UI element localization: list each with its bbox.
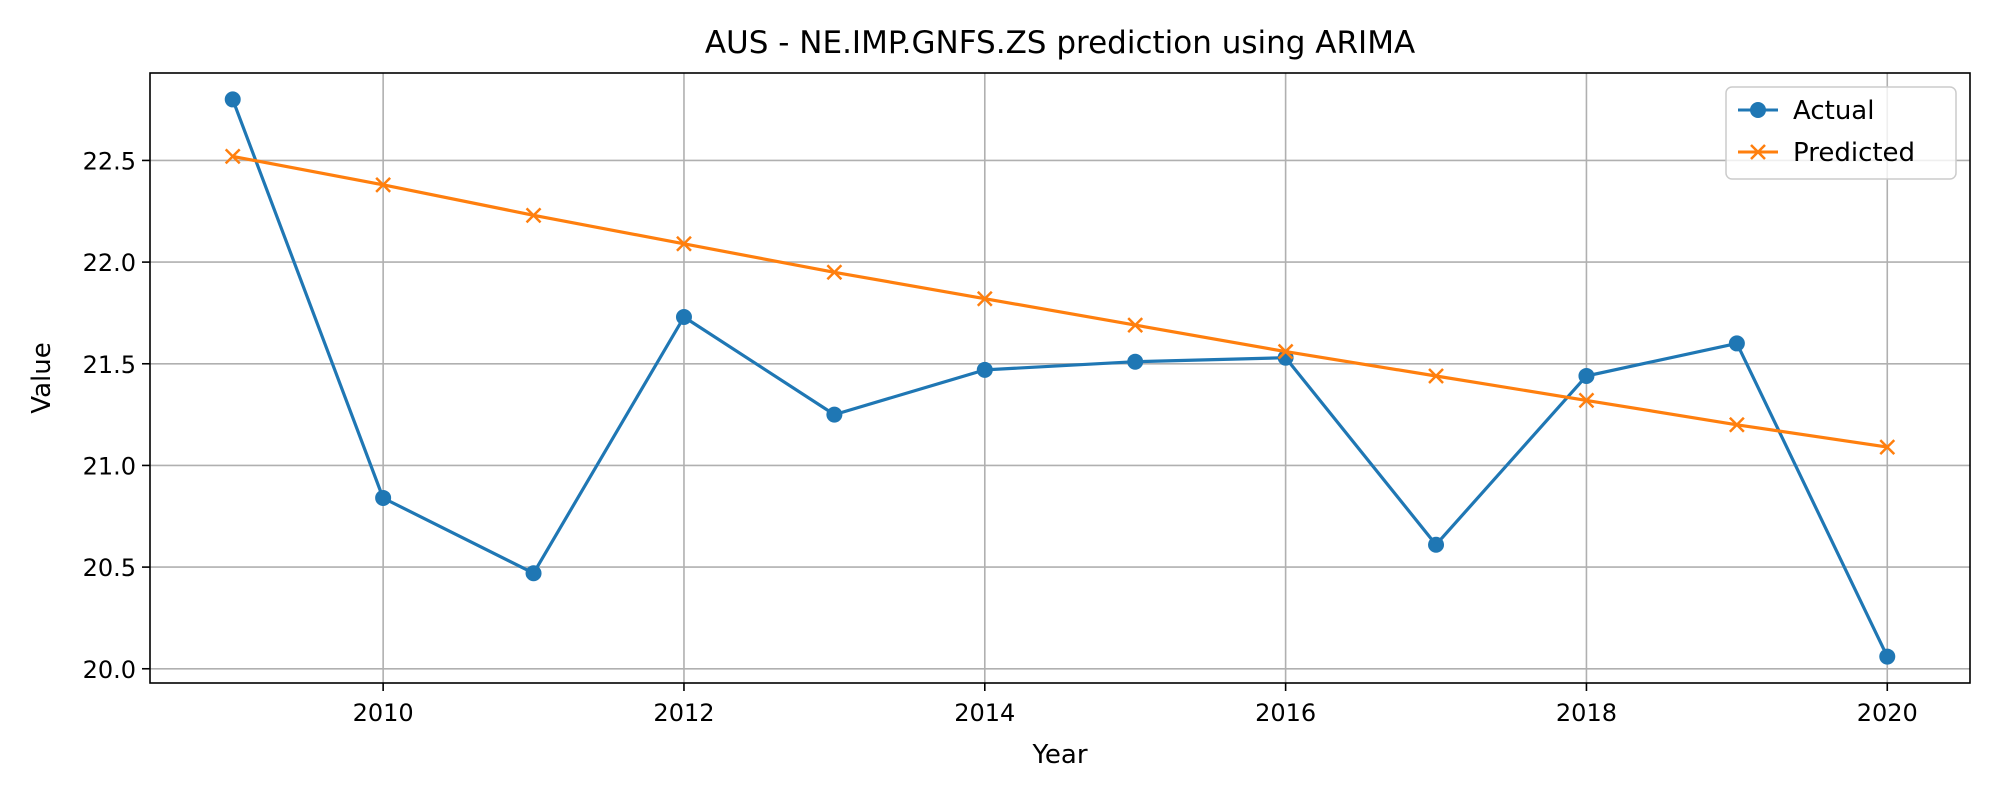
data-point-actual <box>224 91 241 108</box>
x-tick-label: 2014 <box>954 699 1015 727</box>
x-axis-label: Year <box>1031 740 1087 770</box>
chart-title: AUS - NE.IMP.GNFS.ZS prediction using AR… <box>705 25 1415 61</box>
data-point-actual <box>1428 536 1445 553</box>
data-point-predicted <box>676 235 692 252</box>
x-tick-label: 2020 <box>1857 699 1918 727</box>
legend-actual-label: Actual <box>1793 96 1874 126</box>
data-point-actual <box>1728 335 1745 352</box>
data-point-actual <box>1879 648 1896 665</box>
data-point-actual <box>1127 353 1144 370</box>
y-tick-label: 20.0 <box>83 656 136 684</box>
series-line-actual <box>231 98 1889 658</box>
y-tick-label: 20.5 <box>83 554 136 582</box>
x-tick-label: 2018 <box>1556 699 1617 727</box>
data-point-predicted <box>375 176 392 193</box>
x-tick-label: 2010 <box>353 699 414 727</box>
legend-box <box>1725 86 1957 180</box>
data-point-predicted <box>826 264 843 281</box>
data-point-predicted <box>976 290 993 307</box>
data-point-predicted <box>525 207 542 224</box>
x-tick-label: 2016 <box>1255 699 1316 727</box>
y-axis-label: Value <box>27 342 57 413</box>
data-point-predicted <box>224 148 241 165</box>
x-tick-label: 2012 <box>653 699 714 727</box>
legend-actual-marker <box>1750 102 1766 118</box>
legend: Actual Predicted <box>1725 86 1957 180</box>
data-point-actual <box>976 361 993 378</box>
legend-predicted-label: Predicted <box>1793 138 1915 168</box>
data-point-predicted <box>1428 368 1444 384</box>
data-point-actual <box>375 489 392 506</box>
data-point-predicted <box>1879 439 1896 456</box>
data-point-predicted <box>1578 392 1595 409</box>
legend-predicted-marker <box>1750 144 1766 160</box>
data-point-actual <box>525 565 542 582</box>
data-point-predicted <box>1277 343 1294 360</box>
data-point-actual <box>1578 367 1595 384</box>
ticks: 2010 2012 2014 2016 2018 2020 20.0 20.5 21.0 21.5… <box>83 147 1918 727</box>
series-layer <box>224 91 1896 665</box>
series-line-predicted <box>232 154 1888 449</box>
y-tick-label: 22.5 <box>83 147 136 175</box>
y-tick-label: 21.5 <box>83 351 136 379</box>
data-point-predicted <box>1127 317 1144 334</box>
y-tick-label: 21.0 <box>83 452 136 480</box>
data-point-actual <box>675 309 692 325</box>
data-point-actual <box>826 406 843 423</box>
data-point-predicted <box>1728 416 1745 433</box>
plot-frame <box>149 72 1971 684</box>
y-tick-label: 22.0 <box>83 249 136 277</box>
